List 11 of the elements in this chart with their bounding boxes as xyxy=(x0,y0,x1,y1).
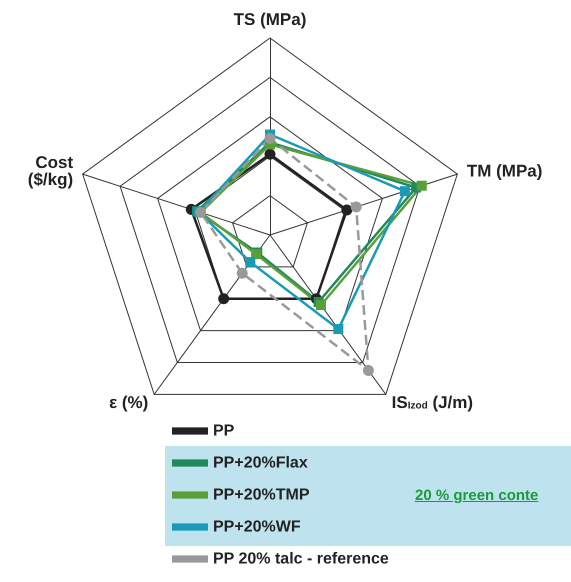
spoke-label: TS (MPa) xyxy=(234,10,306,29)
spoke-label: ε (%) xyxy=(109,392,148,412)
legend-label: PP xyxy=(213,422,235,440)
text: 20 % green conte xyxy=(415,487,538,504)
legend-label: PP+20%TMP xyxy=(213,486,310,504)
spoke-label: Cost ($/kg) xyxy=(28,153,74,190)
legend-label: PP+20%WF xyxy=(213,518,301,536)
legend-label: PP 20% talc - reference xyxy=(213,550,389,568)
legend-label: PP+20%Flax xyxy=(213,454,308,472)
spoke-label: TM (MPa) xyxy=(466,162,542,181)
spoke-label: ISIzod (J/m) xyxy=(392,392,474,412)
